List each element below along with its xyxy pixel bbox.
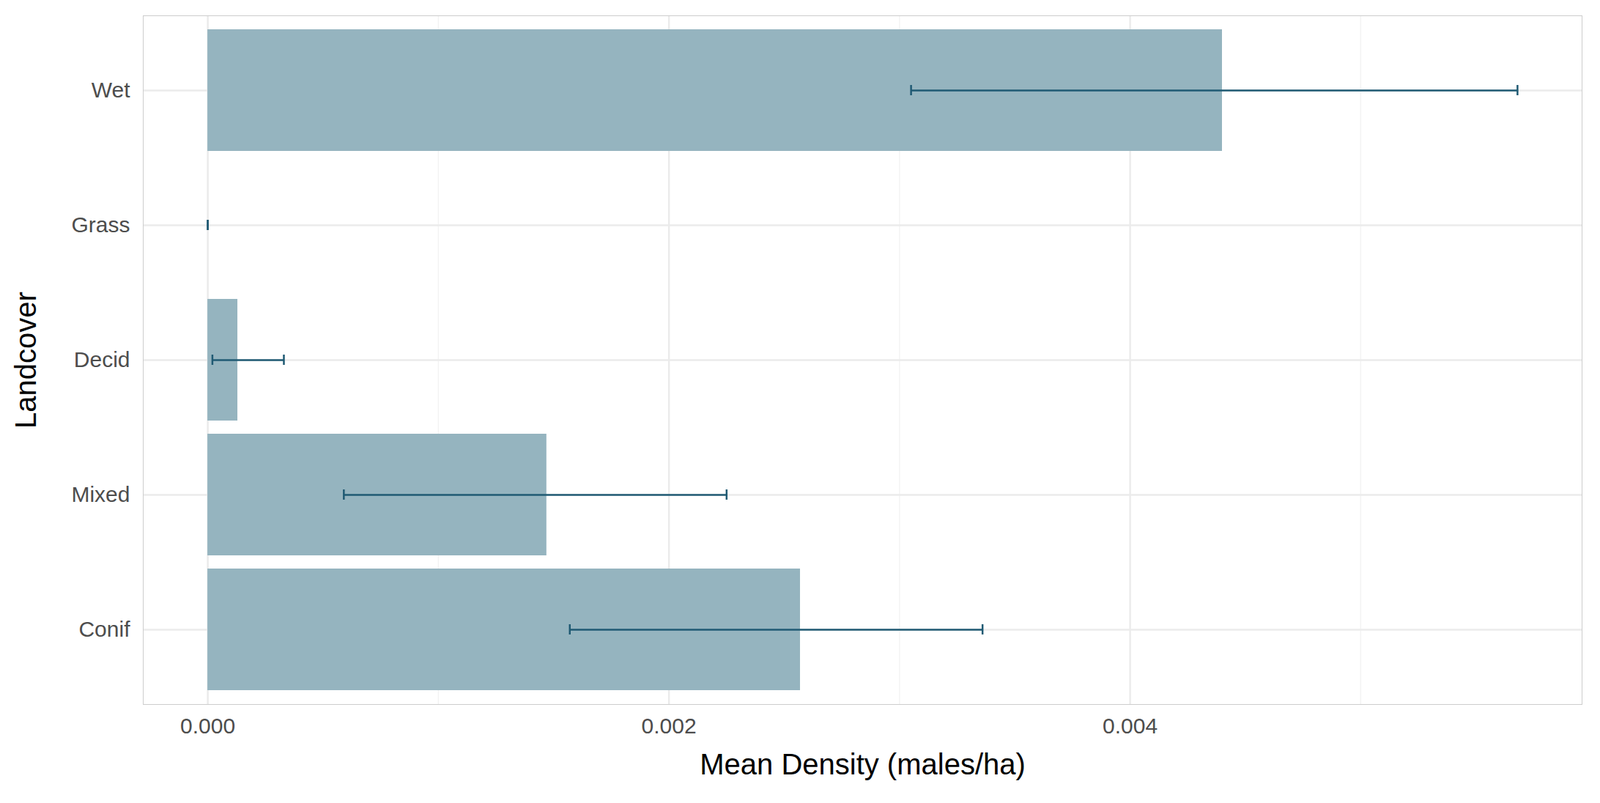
svg-text:Mean Density (males/ha): Mean Density (males/ha) [699,747,1026,781]
svg-text:Decid: Decid [73,347,131,372]
svg-text:0.000: 0.000 [180,713,236,738]
svg-text:Conif: Conif [78,616,131,642]
svg-text:Landcover: Landcover [9,291,42,429]
svg-text:0.004: 0.004 [1102,713,1158,738]
svg-text:Wet: Wet [91,77,131,102]
svg-text:0.002: 0.002 [641,713,697,738]
svg-text:Mixed: Mixed [71,482,130,507]
svg-text:Grass: Grass [71,212,130,237]
